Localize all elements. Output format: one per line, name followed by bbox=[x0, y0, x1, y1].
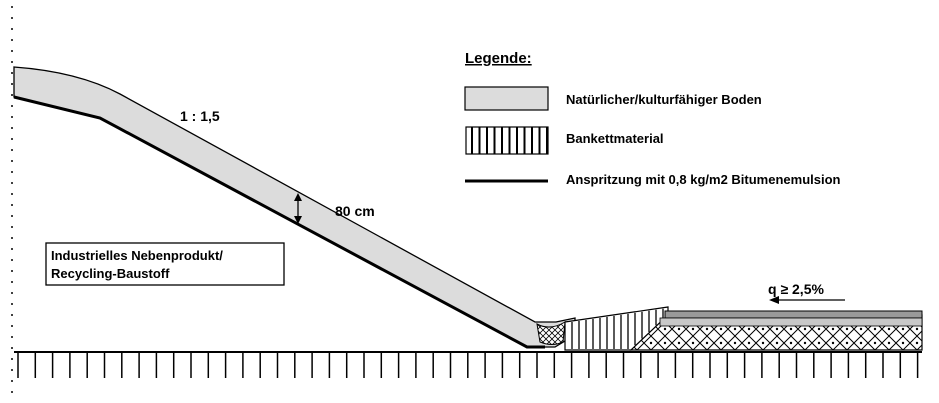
thickness-label: 80 cm bbox=[335, 203, 375, 219]
ground-baseline bbox=[14, 351, 922, 378]
cross-fall-label: q ≥ 2,5% bbox=[768, 281, 824, 297]
fill-material-label-line2: Recycling-Baustoff bbox=[51, 266, 170, 281]
ditch-gravel bbox=[536, 321, 566, 345]
road-binder-layer bbox=[659, 317, 923, 327]
thickness-dimension bbox=[294, 193, 302, 224]
bitumen-spray-line bbox=[13, 95, 545, 349]
legend-hatch-lines bbox=[471, 127, 548, 154]
legend-banquette-swatch bbox=[465, 126, 549, 155]
slope-ratio-label: 1 : 1,5 bbox=[180, 108, 220, 124]
ground-ticks bbox=[17, 352, 919, 378]
banquette-hatch bbox=[571, 308, 664, 349]
legend: Legende: Natürlicher/kulturfähiger Boden… bbox=[464, 50, 841, 187]
legend-soil-swatch bbox=[464, 86, 549, 111]
topsoil-slope-layer bbox=[13, 66, 576, 348]
legend-title: Legende: bbox=[465, 50, 532, 67]
fill-material-label-line1: Industrielles Nebenprodukt/ bbox=[51, 248, 223, 263]
road-surface-layer bbox=[664, 310, 923, 319]
fill-material-box bbox=[45, 242, 285, 286]
legend-soil-label: Natürlicher/kulturfähiger Boden bbox=[566, 92, 762, 107]
cross-fall-arrow bbox=[769, 296, 845, 304]
legend-banquette-label: Bankettmaterial bbox=[566, 131, 664, 146]
legend-bitumen-label: Anspritzung mit 0,8 kg/m2 Bitumenemulsio… bbox=[566, 172, 841, 187]
